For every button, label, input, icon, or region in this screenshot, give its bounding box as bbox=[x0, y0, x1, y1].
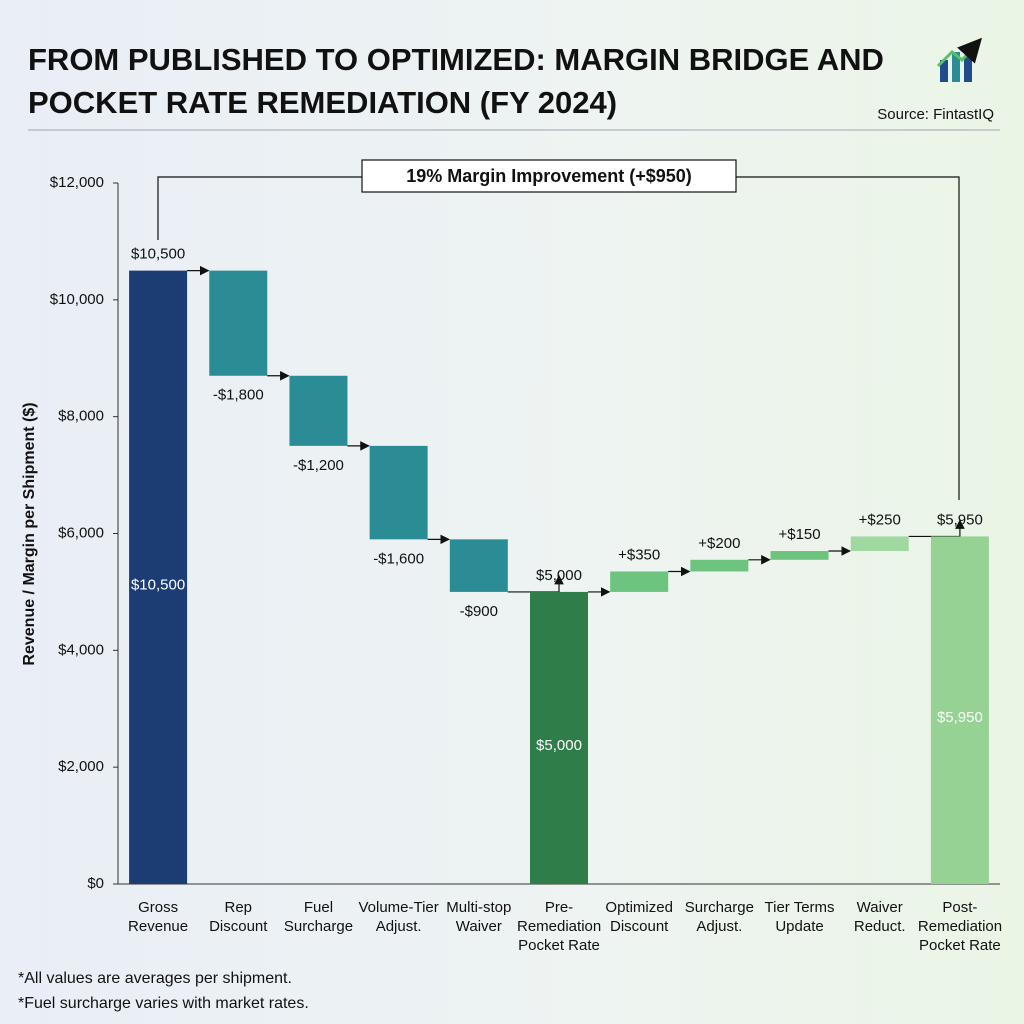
bar bbox=[610, 571, 669, 592]
y-tick-label: $4,000 bbox=[58, 641, 104, 658]
bar bbox=[129, 270, 188, 884]
bracket bbox=[736, 176, 960, 500]
x-tick-label: Gross Revenue bbox=[128, 899, 189, 935]
x-tick-label: Waiver Reduct. bbox=[853, 899, 906, 935]
x-tick-label: Optimized Discount bbox=[605, 899, 673, 935]
value-label: $5,000 bbox=[536, 567, 582, 584]
annotation: 19% Margin Improvement (+$950) bbox=[406, 166, 692, 186]
value-label: -$1,200 bbox=[293, 457, 344, 474]
value-label: -$1,800 bbox=[213, 387, 264, 404]
value-label: +$250 bbox=[859, 511, 901, 528]
y-tick-label: $12,000 bbox=[50, 174, 104, 191]
value-label: +$350 bbox=[618, 546, 660, 563]
bar bbox=[289, 375, 348, 446]
value-label: $5,950 bbox=[937, 511, 983, 528]
value-label: +$150 bbox=[778, 526, 820, 543]
y-axis-label: Revenue / Margin per Shipment ($) bbox=[21, 402, 38, 665]
value-label: +$200 bbox=[698, 535, 740, 552]
logo bbox=[936, 37, 983, 82]
y-tick-label: $2,000 bbox=[58, 758, 104, 775]
chart-title: FROM PUBLISHED TO OPTIMIZED: MARGIN BRID… bbox=[28, 42, 884, 120]
y-tick-label: $6,000 bbox=[58, 524, 104, 541]
bar bbox=[449, 539, 508, 592]
x-tick-label: Tier Terms Update bbox=[764, 899, 835, 935]
bar bbox=[930, 536, 989, 884]
footnote: *Fuel surcharge varies with market rates… bbox=[18, 995, 309, 1012]
value-label: -$1,600 bbox=[373, 550, 424, 567]
value-label: -$900 bbox=[460, 603, 498, 620]
x-tick-label: Volume-Tier Adjust. bbox=[358, 899, 439, 935]
bar bbox=[850, 536, 909, 552]
x-tick-label: Surcharge Adjust. bbox=[684, 899, 754, 935]
x-tick-label: Multi-stop Waiver bbox=[446, 899, 512, 935]
bar bbox=[209, 270, 268, 376]
value-label-inside: $5,950 bbox=[937, 709, 983, 726]
footnote: *All values are averages per shipment. bbox=[18, 970, 292, 987]
y-tick-label: $10,000 bbox=[50, 291, 104, 308]
value-label: $10,500 bbox=[131, 246, 185, 263]
x-tick-label: Pre-Remediation Pocket Rate bbox=[517, 899, 602, 954]
bar bbox=[369, 445, 428, 540]
value-label-inside: $10,500 bbox=[131, 576, 185, 593]
y-tick-label: $8,000 bbox=[58, 408, 104, 425]
value-label-inside: $5,000 bbox=[536, 737, 582, 754]
x-tick-label: Rep Discount bbox=[209, 899, 268, 935]
source: Source: FintastIQ bbox=[877, 106, 994, 123]
bar bbox=[690, 559, 749, 572]
bracket bbox=[157, 176, 362, 240]
y-tick-label: $0 bbox=[87, 875, 104, 892]
bar bbox=[770, 551, 829, 560]
x-tick-label: Post-Remediation Pocket Rate bbox=[917, 899, 1003, 954]
x-tick-label: Fuel Surcharge bbox=[283, 899, 354, 935]
annotation-box bbox=[361, 159, 737, 193]
bar bbox=[530, 591, 588, 884]
